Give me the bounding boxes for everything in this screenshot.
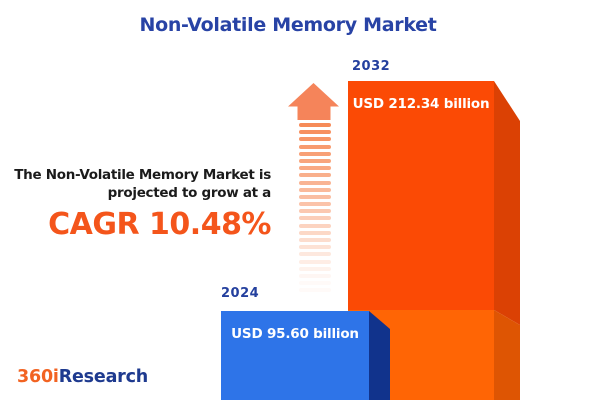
company-logo: 360iResearch — [17, 367, 148, 387]
bar-2032-side-upper — [494, 81, 520, 325]
growth-arrow-up-icon — [288, 83, 339, 120]
bar-value-2024: USD 95.60 billion — [231, 326, 359, 342]
bar-value-2032: USD 212.34 billion — [352, 96, 490, 112]
growth-text-line1: The Non-Volatile Memory Market is — [14, 167, 271, 183]
bar-2024-front — [221, 311, 369, 400]
logo-part-360i: 360i — [17, 367, 59, 387]
bar-2024-side — [369, 311, 390, 400]
market-growth-text: The Non-Volatile Memory Market is projec… — [0, 166, 271, 242]
logo-part-research: Research — [58, 367, 149, 387]
page-title: Non-Volatile Memory Market — [139, 14, 437, 36]
year-label-2024: 2024 — [221, 286, 260, 301]
cagr-value: CAGR 10.48% — [48, 207, 271, 242]
growth-text-line2: projected to grow at a — [107, 185, 272, 201]
bar-2032-front-upper — [348, 81, 494, 310]
bar-2032-side-lower — [494, 310, 520, 400]
growth-arrow-stripes — [299, 123, 331, 298]
year-label-2032: 2032 — [352, 59, 391, 74]
